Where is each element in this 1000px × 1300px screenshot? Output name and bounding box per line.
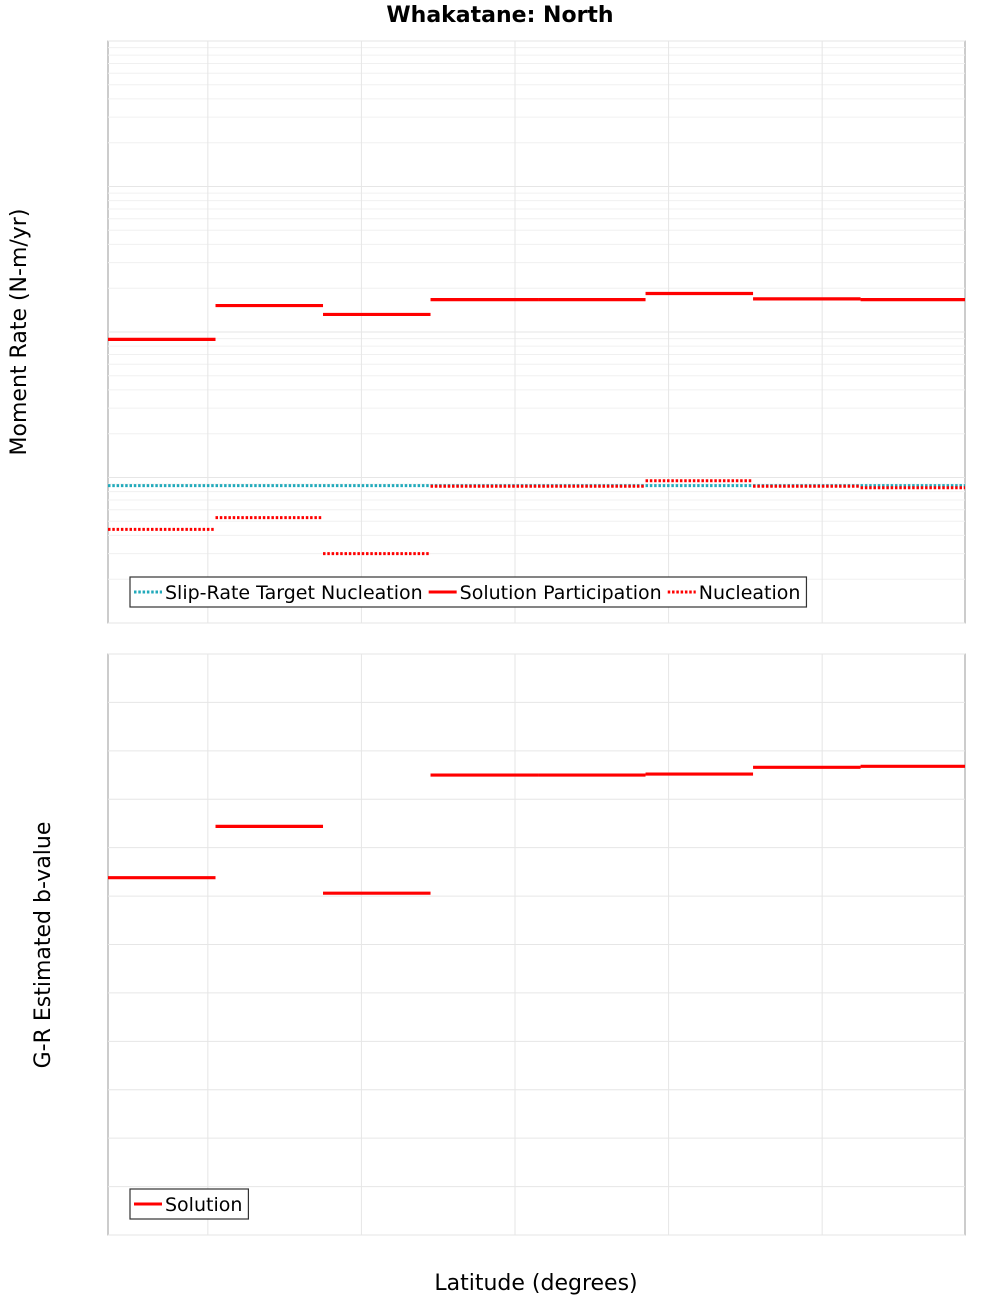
b-value-panel: G-R Estimated b-value Latitude (degrees)… (31, 653, 966, 1296)
b-value-series (108, 764, 965, 895)
b-value-series-solution (108, 764, 965, 895)
b-value-y-axis-label: G-R Estimated b-value (31, 822, 56, 1069)
moment-rate-y-axis-label: Moment Rate (N-m/yr) (7, 209, 32, 456)
moment-rate-legend: Slip-Rate Target Nucleation Solution Part… (129, 576, 808, 608)
moment-rate-series (108, 291, 965, 556)
moment-rate-series-solution-participation (108, 291, 965, 341)
b-value-legend: Solution (129, 1188, 250, 1220)
moment-rate-series-nucleation (108, 479, 965, 556)
moment-rate-panel: Moment Rate (N-m/yr) Slip-Rate Target Nu… (7, 40, 966, 624)
legend-entry: Solution Participation (460, 582, 662, 604)
legend-entry: Nucleation (699, 582, 801, 604)
legend-entry: Solution (165, 1194, 242, 1216)
x-axis-label: Latitude (degrees) (434, 1271, 637, 1296)
moment-rate-grid (108, 40, 965, 624)
b-value-grid (108, 653, 965, 1236)
legend-entry: Slip-Rate Target Nucleation (165, 582, 423, 604)
chart-title: Whakatane: North (386, 3, 613, 28)
